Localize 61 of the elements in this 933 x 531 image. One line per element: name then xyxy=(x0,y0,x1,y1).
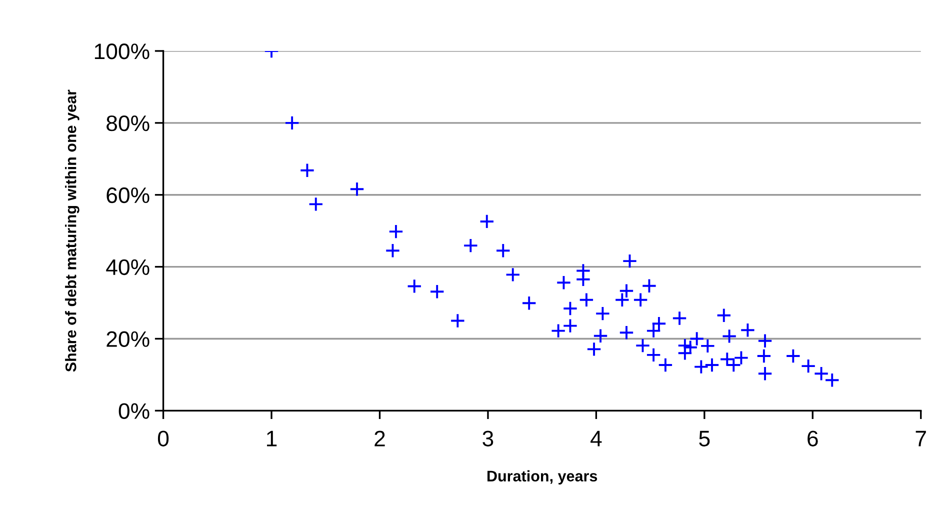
point xyxy=(757,366,773,382)
point xyxy=(308,196,324,212)
point xyxy=(716,308,732,323)
point xyxy=(618,325,634,340)
point xyxy=(479,214,494,230)
x-tick-label: 2 xyxy=(374,430,385,446)
x-tick-label: 7 xyxy=(916,430,926,446)
point xyxy=(550,323,566,338)
point xyxy=(349,182,365,197)
point xyxy=(463,238,478,254)
point xyxy=(658,357,674,373)
point xyxy=(586,342,602,357)
point xyxy=(757,333,773,348)
point xyxy=(694,359,709,374)
point xyxy=(562,318,578,334)
point xyxy=(595,306,610,322)
point xyxy=(722,328,737,344)
point xyxy=(672,310,688,326)
x-tick-label: 0 xyxy=(158,430,169,446)
point xyxy=(786,348,801,364)
point xyxy=(505,267,520,282)
point xyxy=(576,272,591,287)
point xyxy=(592,328,608,344)
y-axis-title: Share of debt maturing within one year xyxy=(65,90,80,372)
point xyxy=(720,352,735,367)
x-tick-label: 1 xyxy=(267,430,277,446)
point xyxy=(300,162,315,178)
point xyxy=(635,338,650,354)
x-tick-label: 4 xyxy=(590,430,602,446)
point xyxy=(406,278,422,294)
point xyxy=(496,243,511,258)
point xyxy=(622,253,638,269)
x-tick-label: 5 xyxy=(699,430,710,446)
point xyxy=(642,278,657,294)
point xyxy=(756,348,772,364)
point xyxy=(578,292,594,308)
y-tick-label: 0% xyxy=(118,403,150,419)
point xyxy=(284,115,300,130)
y-tick-label: 60% xyxy=(106,187,150,204)
point xyxy=(450,313,466,328)
point xyxy=(385,243,400,258)
point xyxy=(740,322,756,338)
point xyxy=(562,300,578,316)
y-tick-label: 100% xyxy=(94,44,150,60)
point xyxy=(522,296,537,311)
x-tick-label: 3 xyxy=(482,430,494,446)
point xyxy=(704,357,720,373)
point xyxy=(800,358,816,374)
point xyxy=(700,338,716,354)
x-tick-label: 6 xyxy=(808,430,818,446)
x-axis-title: Duration, years xyxy=(487,470,598,485)
point xyxy=(814,366,829,382)
point xyxy=(633,292,648,308)
point xyxy=(824,372,840,388)
point xyxy=(556,275,572,290)
point xyxy=(646,347,662,362)
y-tick-label: 40% xyxy=(106,259,150,276)
y-tick-label: 20% xyxy=(106,331,150,348)
point xyxy=(388,224,404,240)
y-tick-label: 80% xyxy=(106,115,150,132)
point xyxy=(430,284,445,300)
